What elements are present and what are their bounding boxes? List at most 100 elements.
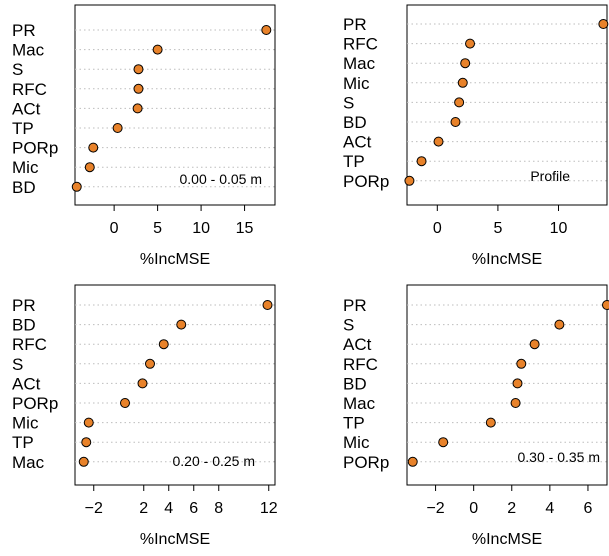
category-label: Mic [343, 74, 370, 93]
category-label: PR [343, 15, 367, 34]
x-tick-label: 6 [189, 500, 198, 517]
x-tick-label: −2 [85, 500, 103, 517]
plot-frame [74, 284, 276, 486]
category-label: S [12, 60, 23, 79]
category-label: TP [343, 414, 365, 433]
category-label: ACt [343, 335, 372, 354]
category-label: ACt [12, 99, 41, 118]
data-point [529, 339, 540, 350]
data-point [158, 339, 169, 350]
x-axis-title: %IncMSE [140, 531, 210, 548]
plot-frame [406, 4, 608, 206]
data-point [602, 300, 609, 310]
category-label: ACt [343, 133, 372, 152]
category-label: TP [343, 152, 365, 171]
category-label: TP [12, 433, 34, 452]
data-point [152, 44, 163, 55]
data-point [465, 38, 476, 49]
x-axis-title: %IncMSE [140, 251, 210, 268]
panel-annotation: Profile [530, 168, 570, 184]
x-axis-title: %IncMSE [472, 251, 542, 268]
category-label: RFC [343, 355, 378, 374]
x-tick-label: 10 [550, 220, 568, 237]
x-tick-label: 5 [153, 220, 162, 237]
data-point [598, 19, 609, 29]
data-point [454, 97, 465, 108]
x-tick-label: 5 [493, 220, 502, 237]
category-label: S [12, 355, 23, 374]
data-point [137, 378, 148, 389]
data-point [554, 319, 565, 330]
x-tick-label: 4 [545, 500, 554, 517]
x-tick-label: 6 [583, 500, 592, 517]
x-tick-label: 0 [469, 500, 478, 517]
data-point [433, 136, 444, 147]
category-label: Mic [12, 158, 39, 177]
x-tick-label: 15 [236, 220, 254, 237]
data-point [510, 398, 521, 408]
x-tick-label: 12 [260, 500, 278, 517]
x-tick-label: 4 [164, 500, 173, 517]
panel-annotation: 0.20 - 0.25 m [173, 453, 256, 469]
data-point [450, 117, 461, 127]
category-label: PORp [343, 453, 389, 472]
category-label: Mac [12, 41, 45, 60]
plot-frame [74, 4, 276, 206]
category-label: PR [343, 296, 367, 315]
category-label: PORp [12, 394, 58, 413]
data-point [78, 456, 89, 467]
category-label: PORp [12, 139, 58, 158]
data-point [84, 162, 95, 173]
data-point [262, 300, 273, 310]
x-tick-label: 2 [507, 500, 516, 517]
x-axis-title: %IncMSE [472, 531, 542, 548]
data-point [407, 456, 418, 467]
data-point [176, 319, 187, 330]
data-point [145, 358, 155, 369]
category-label: Mic [343, 433, 370, 452]
category-label: BD [12, 178, 36, 197]
data-point [133, 64, 144, 75]
category-label: RFC [343, 35, 378, 54]
category-label: Mic [12, 414, 39, 433]
x-tick-label: 8 [214, 500, 223, 517]
data-point [88, 142, 99, 153]
category-label: PORp [343, 172, 389, 191]
data-point [516, 358, 527, 369]
data-point [460, 58, 471, 69]
category-label: S [343, 93, 354, 112]
data-point [133, 83, 144, 94]
category-label: S [343, 316, 354, 335]
category-label: RFC [12, 80, 47, 99]
data-point [132, 103, 143, 114]
panel-annotation: 0.30 - 0.35 m [518, 449, 601, 465]
data-point [438, 437, 449, 448]
data-point [71, 181, 82, 192]
category-label: PR [12, 21, 36, 40]
data-point [120, 398, 130, 408]
category-label: BD [343, 113, 367, 132]
category-label: Mac [343, 54, 376, 73]
category-label: TP [12, 119, 34, 138]
data-point [81, 437, 92, 448]
x-tick-label: 0 [433, 220, 442, 237]
data-point [457, 77, 468, 88]
category-label: Mac [343, 394, 376, 413]
data-point [485, 417, 496, 428]
data-point [83, 417, 94, 428]
category-label: PR [12, 296, 36, 315]
data-point [112, 123, 123, 133]
x-tick-label: −2 [426, 500, 444, 517]
panel-annotation: 0.00 - 0.05 m [180, 171, 263, 187]
x-tick-label: 2 [139, 500, 148, 517]
category-label: Mac [12, 453, 45, 472]
x-tick-label: 10 [192, 220, 210, 237]
data-point [404, 175, 415, 186]
data-point [261, 25, 272, 35]
data-point [416, 156, 427, 167]
